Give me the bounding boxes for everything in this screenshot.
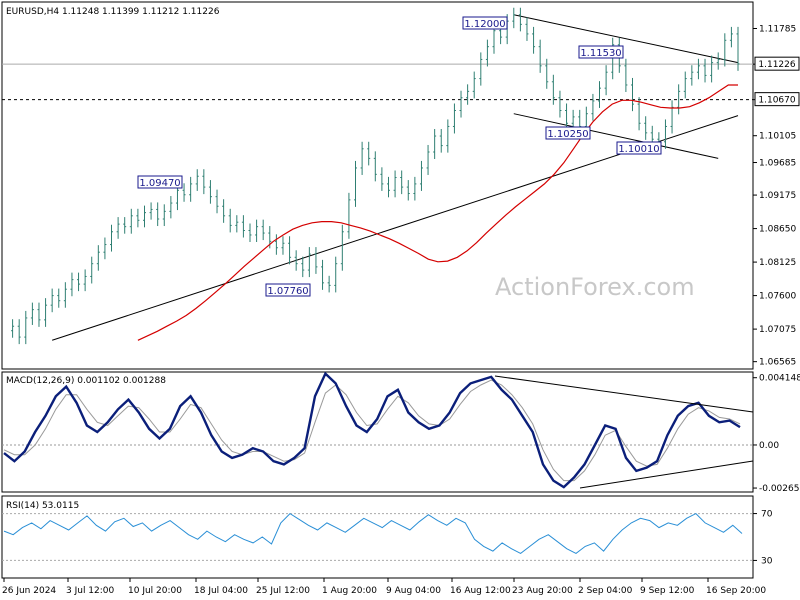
price-y-tick-label: 1.07075 bbox=[759, 325, 796, 335]
x-tick-label: 1 Aug 20:00 bbox=[322, 586, 377, 596]
chart-header: EURUSD,H4 1.11248 1.11399 1.11212 1.1122… bbox=[6, 7, 220, 17]
x-tick-label: 18 Jul 04:00 bbox=[194, 586, 248, 596]
x-tick-label: 26 Jun 2024 bbox=[2, 586, 56, 596]
x-tick-label: 3 Jul 12:00 bbox=[66, 586, 115, 596]
macd-trendline-upper bbox=[494, 375, 754, 413]
price-y-tick-label: 1.09175 bbox=[759, 191, 796, 201]
rsi-y-tick-label: 70 bbox=[761, 510, 773, 520]
price-annotation-box bbox=[462, 16, 508, 30]
price-annotation-label: 1.07760 bbox=[267, 286, 308, 297]
price-annotation-label: 1.10010 bbox=[618, 144, 659, 155]
watermark-text: ActionForex.com bbox=[495, 273, 695, 301]
macd-trendline-lower bbox=[579, 460, 754, 489]
price-annotation-box bbox=[578, 45, 624, 59]
price-y-tick-label: 1.11785 bbox=[759, 24, 796, 34]
x-tick-label: 16 Sep 20:00 bbox=[706, 586, 766, 596]
rsi-header: RSI(14) 53.0115 bbox=[6, 501, 79, 511]
price-annotation-label: 1.11530 bbox=[580, 48, 621, 59]
current-price-tag bbox=[754, 56, 800, 71]
x-tick-label: 10 Jul 20:00 bbox=[128, 586, 182, 596]
x-tick-label: 23 Aug 20:00 bbox=[512, 586, 573, 596]
price-annotation-label: 1.12000 bbox=[464, 19, 505, 30]
macd-line bbox=[3, 371, 741, 489]
price-annotation-box bbox=[616, 141, 662, 155]
level-label: 1.10670 bbox=[758, 96, 795, 106]
x-tick-label: 9 Sep 12:00 bbox=[640, 586, 695, 596]
price-y-tick-label: 1.10105 bbox=[759, 132, 796, 142]
macd-panel-frame bbox=[1, 371, 754, 493]
price-annotation-label: 1.09470 bbox=[139, 178, 180, 189]
price-annotation-box bbox=[545, 126, 591, 140]
rsi-line bbox=[3, 512, 743, 554]
rsi-panel-frame bbox=[1, 495, 754, 579]
price-y-tick-label: 1.09685 bbox=[759, 159, 796, 169]
price-y-tick-label: 1.08650 bbox=[759, 225, 796, 235]
price-y-tick-label: 1.08125 bbox=[759, 258, 796, 268]
price-panel-frame bbox=[1, 1, 754, 370]
macd-y-tick-label: -0.002656 bbox=[759, 484, 800, 494]
x-tick-label: 16 Aug 12:00 bbox=[450, 586, 511, 596]
price-annotation-label: 1.10250 bbox=[547, 129, 588, 140]
macd-y-tick-label: 0.00 bbox=[759, 441, 779, 451]
moving-average-line bbox=[137, 84, 738, 341]
macd-header: MACD(12,26,9) 0.001102 0.001288 bbox=[6, 376, 166, 386]
rsi-y-tick-label: 30 bbox=[761, 556, 773, 566]
price-annotation-box bbox=[137, 175, 183, 189]
x-tick-label: 25 Jul 12:00 bbox=[256, 586, 310, 596]
level-tag bbox=[754, 92, 800, 107]
trendline-3 bbox=[513, 113, 719, 159]
trendline-2 bbox=[513, 14, 739, 64]
macd-y-tick-label: 0.004148 bbox=[759, 374, 800, 384]
x-tick-label: 9 Aug 04:00 bbox=[386, 586, 441, 596]
current-price-label: 1.11226 bbox=[758, 60, 795, 70]
x-tick-label: 2 Sep 04:00 bbox=[578, 586, 633, 596]
price-y-tick-label: 1.07600 bbox=[759, 292, 796, 302]
price-y-tick-label: 1.06565 bbox=[759, 358, 796, 368]
price-annotation-box bbox=[265, 283, 311, 297]
